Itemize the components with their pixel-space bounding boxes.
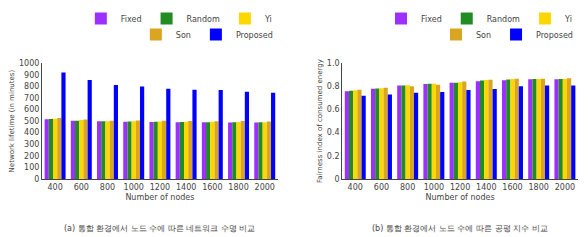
- svg-text:1000: 1000: [424, 183, 444, 192]
- svg-text:800: 800: [24, 82, 39, 91]
- svg-text:1400: 1400: [176, 183, 196, 192]
- svg-text:Random: Random: [187, 15, 220, 24]
- svg-text:400: 400: [24, 128, 39, 137]
- svg-text:1400: 1400: [476, 183, 496, 192]
- svg-text:0.4: 0.4: [327, 128, 340, 137]
- svg-text:Yi: Yi: [564, 15, 572, 24]
- svg-text:800: 800: [400, 183, 415, 192]
- svg-text:(a) 통합 환경에서 노드 수에 따른 네트워크 수명 비: (a) 통합 환경에서 노드 수에 따른 네트워크 수명 비교: [64, 224, 256, 233]
- svg-text:Fixed: Fixed: [121, 15, 142, 24]
- svg-text:600: 600: [24, 105, 39, 114]
- svg-text:(b) 통합 환경에서 노드 수에 따른 공평 지수 비교: (b) 통합 환경에서 노드 수에 따른 공평 지수 비교: [372, 224, 548, 233]
- svg-text:Random: Random: [487, 15, 520, 24]
- svg-text:Fairness index of consumed ene: Fairness index of consumed energy: [316, 59, 324, 183]
- svg-text:1600: 1600: [502, 183, 522, 192]
- svg-text:0.8: 0.8: [327, 82, 340, 91]
- svg-text:Yi: Yi: [264, 15, 272, 24]
- svg-text:0.2: 0.2: [327, 152, 340, 161]
- svg-text:700: 700: [24, 94, 39, 103]
- svg-text:400: 400: [348, 183, 363, 192]
- svg-text:400: 400: [47, 183, 62, 192]
- svg-text:1200: 1200: [150, 183, 170, 192]
- svg-text:0.6: 0.6: [327, 105, 340, 114]
- svg-text:2000: 2000: [255, 183, 275, 192]
- svg-text:Son: Son: [476, 31, 491, 40]
- svg-text:1800: 1800: [529, 183, 549, 192]
- svg-text:1800: 1800: [228, 183, 248, 192]
- svg-text:Fixed: Fixed: [421, 15, 442, 24]
- svg-text:900: 900: [24, 71, 39, 80]
- svg-text:1200: 1200: [450, 183, 470, 192]
- svg-text:1600: 1600: [202, 183, 222, 192]
- svg-text:1.0: 1.0: [327, 59, 340, 68]
- svg-text:Son: Son: [176, 31, 191, 40]
- svg-text:600: 600: [374, 183, 389, 192]
- svg-text:Number of nodes: Number of nodes: [125, 193, 194, 202]
- svg-text:0: 0: [334, 175, 339, 184]
- svg-text:2000: 2000: [555, 183, 575, 192]
- svg-text:1000: 1000: [124, 183, 144, 192]
- svg-text:Network lifetime (in minutes): Network lifetime (in minutes): [8, 70, 16, 173]
- svg-text:600: 600: [74, 183, 89, 192]
- svg-text:800: 800: [100, 183, 115, 192]
- svg-text:Proposed: Proposed: [536, 31, 573, 40]
- svg-text:0: 0: [34, 175, 39, 184]
- svg-text:Proposed: Proposed: [236, 31, 273, 40]
- svg-text:300: 300: [24, 140, 39, 149]
- svg-text:500: 500: [24, 117, 39, 126]
- svg-text:200: 200: [24, 152, 39, 161]
- svg-text:100: 100: [24, 163, 39, 172]
- svg-text:1000: 1000: [19, 59, 39, 68]
- svg-text:Number of nodes: Number of nodes: [426, 193, 495, 202]
